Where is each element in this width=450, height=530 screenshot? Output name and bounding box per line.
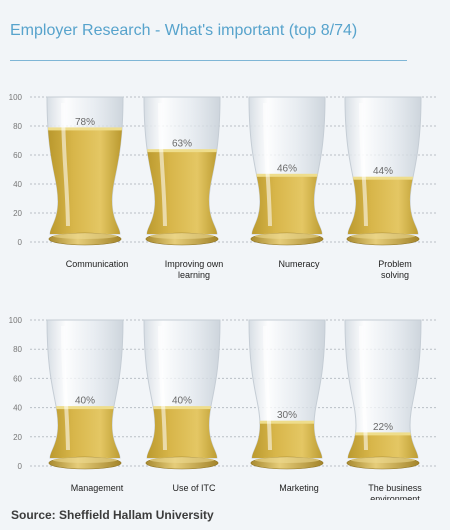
beer-fill	[47, 128, 123, 234]
y-tick-label: 0	[18, 462, 23, 471]
value-label: 22%	[373, 422, 393, 433]
value-label: 30%	[277, 410, 297, 421]
glass-highlight	[263, 325, 272, 451]
beer-foam	[144, 149, 220, 153]
glass-chart-panels: 0 20 40 60 80 100 78% Communication 63% Improving…	[9, 93, 438, 500]
beer-fill	[345, 178, 421, 234]
glass-base-rim	[350, 457, 416, 463]
glass-bar: 40% Management	[46, 319, 124, 493]
category-label: Management	[71, 483, 124, 493]
beer-fill	[144, 150, 220, 234]
y-tick-label: 40	[13, 404, 22, 413]
y-tick-label: 40	[13, 180, 22, 189]
category-label: Problem solving	[378, 259, 412, 280]
y-tick-label: 20	[13, 433, 22, 442]
glass-bar: 44% Problem solving	[344, 96, 422, 280]
glass-highlight	[61, 102, 70, 227]
beer-fill	[345, 433, 421, 458]
glass-highlight	[359, 102, 368, 227]
value-label: 40%	[172, 396, 192, 407]
y-tick-label: 0	[18, 238, 23, 247]
glass-highlight	[263, 102, 272, 227]
glass-base-rim	[350, 233, 416, 239]
beer-foam	[249, 173, 325, 177]
y-tick-label: 100	[9, 93, 23, 102]
glass-base-rim	[52, 233, 118, 239]
glass-highlight	[158, 325, 167, 451]
title-divider	[10, 60, 407, 61]
y-tick-label: 100	[9, 316, 23, 325]
value-label: 44%	[373, 166, 393, 177]
glass-bar: 30% Marketing	[248, 319, 326, 493]
glass-bar: 63% Improving own learning	[143, 96, 224, 280]
chart-panel-1: 0 20 40 60 80 100 78% Communication 63% Improving…	[9, 93, 438, 280]
beer-foam	[345, 176, 421, 180]
glass-highlight	[158, 102, 167, 227]
category-label: The business environment	[368, 483, 422, 500]
source-note: Source: Sheffield Hallam University	[11, 508, 214, 522]
glass-base-rim	[149, 457, 215, 463]
glass-bar: 40% Use of ITC	[143, 319, 221, 493]
beer-foam	[249, 420, 325, 424]
glass-bar: 46% Numeracy	[248, 96, 326, 269]
beer-foam	[47, 127, 123, 131]
glass-highlight	[61, 325, 70, 451]
category-label: Communication	[66, 259, 129, 269]
beer-foam	[47, 406, 123, 410]
beer-fill	[47, 407, 123, 458]
y-tick-label: 60	[13, 374, 22, 383]
category-label: Use of ITC	[172, 483, 216, 493]
y-tick-label: 80	[13, 345, 22, 354]
category-label: Improving own learning	[165, 259, 224, 280]
y-tick-label: 20	[13, 209, 22, 218]
beer-foam	[345, 432, 421, 436]
value-label: 46%	[277, 163, 297, 174]
glass-base-rim	[149, 233, 215, 239]
value-label: 78%	[75, 117, 95, 128]
chart-title: Employer Research - What's important (to…	[10, 22, 358, 39]
glass-highlight	[359, 325, 368, 451]
glass-base-rim	[254, 233, 320, 239]
beer-fill	[144, 407, 220, 458]
glass-bar: 78% Communication	[46, 96, 129, 269]
chart-panel-2: 0 20 40 60 80 100 40% Management 40% Use of ITC 30…	[9, 316, 438, 500]
value-label: 63%	[172, 139, 192, 150]
beer-foam	[144, 406, 220, 410]
category-label: Numeracy	[278, 259, 320, 269]
y-tick-label: 60	[13, 151, 22, 160]
glass-bar: 22% The business environment	[344, 319, 422, 500]
beer-fill	[249, 422, 325, 458]
beer-fill	[249, 175, 325, 234]
y-tick-label: 80	[13, 122, 22, 131]
glass-base-rim	[52, 457, 118, 463]
category-label: Marketing	[279, 483, 319, 493]
value-label: 40%	[75, 396, 95, 407]
glass-base-rim	[254, 457, 320, 463]
